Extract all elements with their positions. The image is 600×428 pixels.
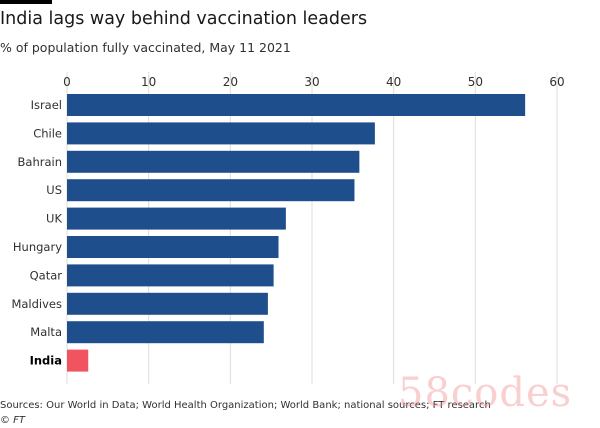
category-label: India (30, 354, 62, 368)
x-tick-label: 0 (63, 75, 71, 89)
bar-india (67, 349, 89, 372)
x-tick-label: 40 (386, 75, 401, 89)
bar-hungary (67, 236, 279, 258)
bar-qatar (67, 264, 274, 287)
category-label: Bahrain (18, 155, 62, 169)
bar-maldives (67, 292, 268, 315)
bar-us (67, 179, 355, 202)
copyright-note: © FT (0, 415, 26, 426)
x-tick-label: 10 (141, 75, 156, 89)
category-label: Qatar (30, 268, 63, 282)
category-labels: Israel Chile Bahrain US UK Hungary Qatar Maldiv… (11, 98, 62, 368)
source-note: Sources: Our World in Data; World Health… (0, 400, 491, 411)
bar-malta (67, 321, 264, 344)
category-label: Chile (33, 126, 62, 140)
bar-uk (67, 207, 286, 230)
watermark-logo: 58codes (398, 370, 573, 416)
category-label: Israel (31, 98, 62, 112)
category-label: US (46, 183, 62, 197)
bars (67, 94, 526, 372)
bar-israel (67, 94, 526, 116)
bar-chile (67, 122, 375, 145)
chart-subtitle: % of population fully vaccinated, May 11… (0, 40, 291, 55)
bar-bahrain (67, 150, 360, 173)
chart-title: India lags way behind vaccination leader… (0, 9, 368, 29)
x-tick-label: 60 (549, 75, 564, 89)
category-label: Hungary (13, 240, 62, 254)
ft-top-bar (0, 0, 52, 4)
x-tick-label: 30 (304, 75, 319, 89)
category-label: UK (46, 212, 62, 226)
x-tick-label: 20 (223, 75, 238, 89)
x-axis-ticks: 0 10 20 30 40 50 60 (63, 75, 564, 89)
category-label: Malta (30, 325, 62, 339)
x-tick-label: 50 (468, 75, 483, 89)
category-label: Maldives (11, 297, 62, 311)
